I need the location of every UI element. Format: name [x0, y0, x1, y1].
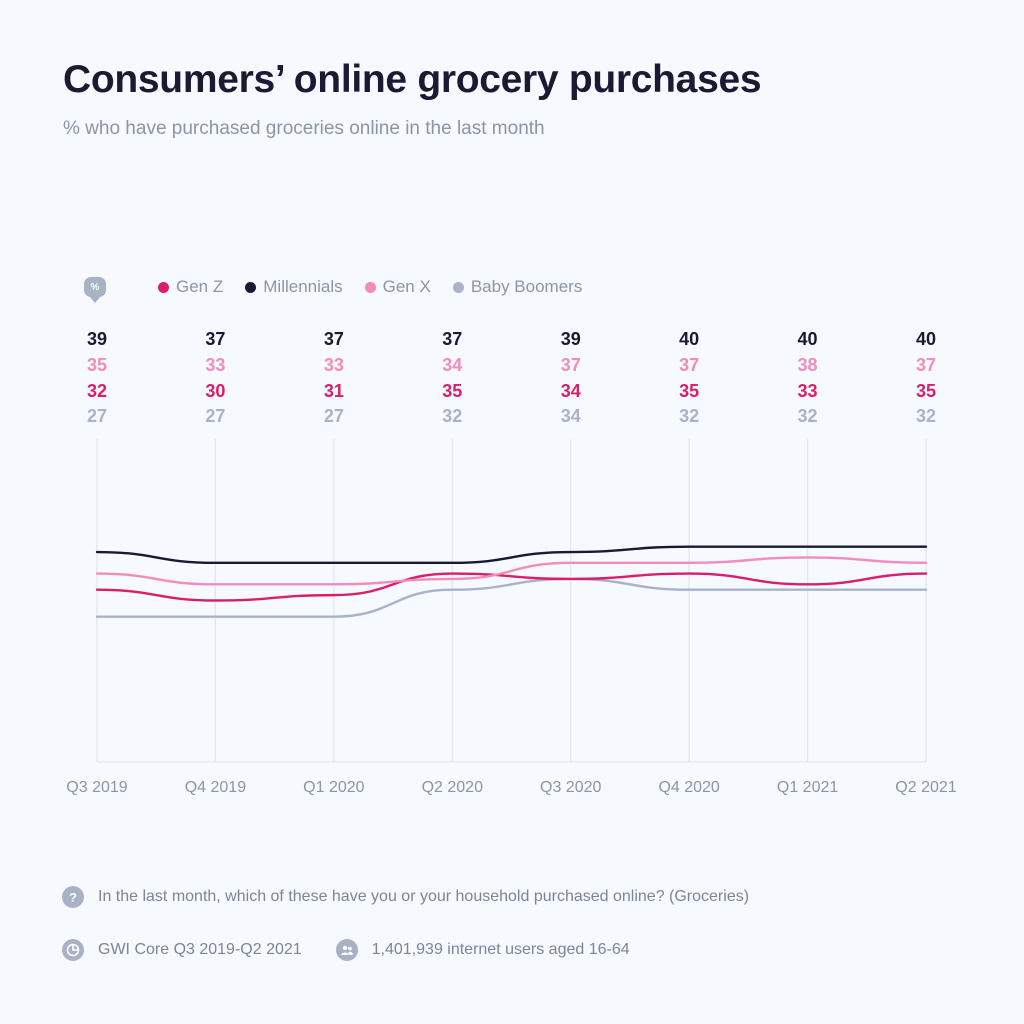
- users-icon: [335, 939, 358, 961]
- x-tick-q3-2020: Q3 2020: [540, 779, 601, 796]
- legend-label-gen-z: Gen Z: [176, 277, 224, 296]
- legend-dot-gen-x: [364, 281, 376, 293]
- series-line-millennials: [95, 545, 928, 565]
- value-label-baby-boomers-q1-2020: 27: [324, 406, 344, 426]
- value-label-millennials-q1-2021: 40: [798, 329, 818, 349]
- value-label-baby-boomers-q2-2021: 32: [916, 406, 936, 426]
- value-label-millennials-q2-2021: 40: [916, 329, 936, 349]
- legend-label-gen-x: Gen X: [382, 277, 431, 296]
- value-label-gen-z-q3-2020: 34: [561, 381, 581, 401]
- legend-dot-baby-boomers: [452, 281, 464, 293]
- value-label-gen-x-q2-2021: 37: [916, 355, 936, 375]
- pie-chart-icon: [62, 939, 84, 961]
- value-label-gen-x-q4-2020: 37: [679, 355, 699, 375]
- value-label-baby-boomers-q1-2021: 32: [798, 406, 818, 426]
- legend: % Gen Z Millennials Gen X Baby Boomers: [84, 274, 604, 303]
- value-label-millennials-q4-2019: 37: [205, 329, 225, 349]
- x-tick-q3-2019: Q3 2019: [66, 779, 127, 796]
- value-label-gen-z-q2-2020: 35: [442, 381, 462, 401]
- value-label-gen-x-q4-2019: 33: [205, 355, 225, 375]
- value-label-millennials-q1-2020: 37: [324, 329, 344, 349]
- value-label-baby-boomers-q3-2020: 34: [561, 406, 581, 426]
- value-label-gen-x-q1-2021: 38: [798, 355, 818, 375]
- value-label-gen-z-q3-2019: 32: [87, 381, 107, 401]
- series-line-baby-boomers: [95, 577, 928, 618]
- value-label-gen-x-q3-2019: 35: [87, 355, 107, 375]
- value-label-millennials-q4-2020: 40: [679, 329, 699, 349]
- value-label-baby-boomers-q4-2019: 27: [205, 406, 225, 426]
- series-line-gen-z: [95, 572, 928, 602]
- x-tick-q1-2020: Q1 2020: [303, 779, 364, 796]
- question-text: In the last month, which of these have y…: [98, 888, 750, 905]
- value-label-gen-x-q3-2020: 37: [561, 355, 581, 375]
- value-label-baby-boomers-q2-2020: 32: [442, 406, 462, 426]
- value-label-gen-z-q1-2021: 33: [798, 381, 818, 401]
- legend-item-gen-z[interactable]: Gen Z: [158, 277, 223, 297]
- value-label-gen-x-q2-2020: 34: [442, 355, 462, 375]
- question-icon: ?: [62, 886, 84, 908]
- series-line-gen-x: [95, 556, 928, 586]
- x-tick-q4-2019: Q4 2019: [185, 779, 246, 796]
- legend-label-baby-boomers: Baby Boomers: [470, 277, 583, 296]
- value-label-millennials-q3-2019: 39: [87, 329, 107, 349]
- sample-text: 1,401,939 internet users aged 16-64: [371, 941, 630, 958]
- chart-subtitle: % who have purchased groceries online in…: [63, 118, 545, 139]
- legend-label-millennials: Millennials: [263, 277, 343, 296]
- value-label-millennials-q3-2020: 39: [561, 329, 581, 349]
- value-label-gen-z-q1-2020: 31: [324, 381, 344, 401]
- legend-dot-millennials: [245, 281, 257, 293]
- legend-item-gen-x[interactable]: Gen X: [364, 277, 431, 297]
- value-label-millennials-q2-2020: 37: [442, 329, 462, 349]
- value-label-gen-z-q4-2020: 35: [679, 381, 699, 401]
- footer-meta: GWI Core Q3 2019-Q2 2021 1,401,939 inter…: [62, 939, 630, 961]
- footer-question: ? In the last month, which of these have…: [62, 886, 749, 908]
- source-text: GWI Core Q3 2019-Q2 2021: [98, 941, 302, 958]
- legend-item-millennials[interactable]: Millennials: [245, 277, 343, 297]
- value-label-gen-x-q1-2020: 33: [324, 355, 344, 375]
- value-label-gen-z-q4-2019: 30: [205, 381, 225, 401]
- legend-item-baby-boomers[interactable]: Baby Boomers: [452, 277, 583, 297]
- x-tick-q2-2020: Q2 2020: [422, 779, 483, 796]
- x-tick-q4-2020: Q4 2020: [658, 779, 719, 796]
- x-tick-q2-2021: Q2 2021: [895, 779, 956, 796]
- value-label-baby-boomers-q3-2019: 27: [87, 406, 107, 426]
- value-label-gen-z-q2-2021: 35: [916, 381, 936, 401]
- percent-badge-icon: %: [84, 277, 106, 303]
- value-label-baby-boomers-q4-2020: 32: [679, 406, 699, 426]
- chart-title: Consumers’ online grocery purchases: [63, 58, 762, 101]
- legend-dot-gen-z: [158, 281, 169, 293]
- x-tick-q1-2021: Q1 2021: [777, 779, 838, 796]
